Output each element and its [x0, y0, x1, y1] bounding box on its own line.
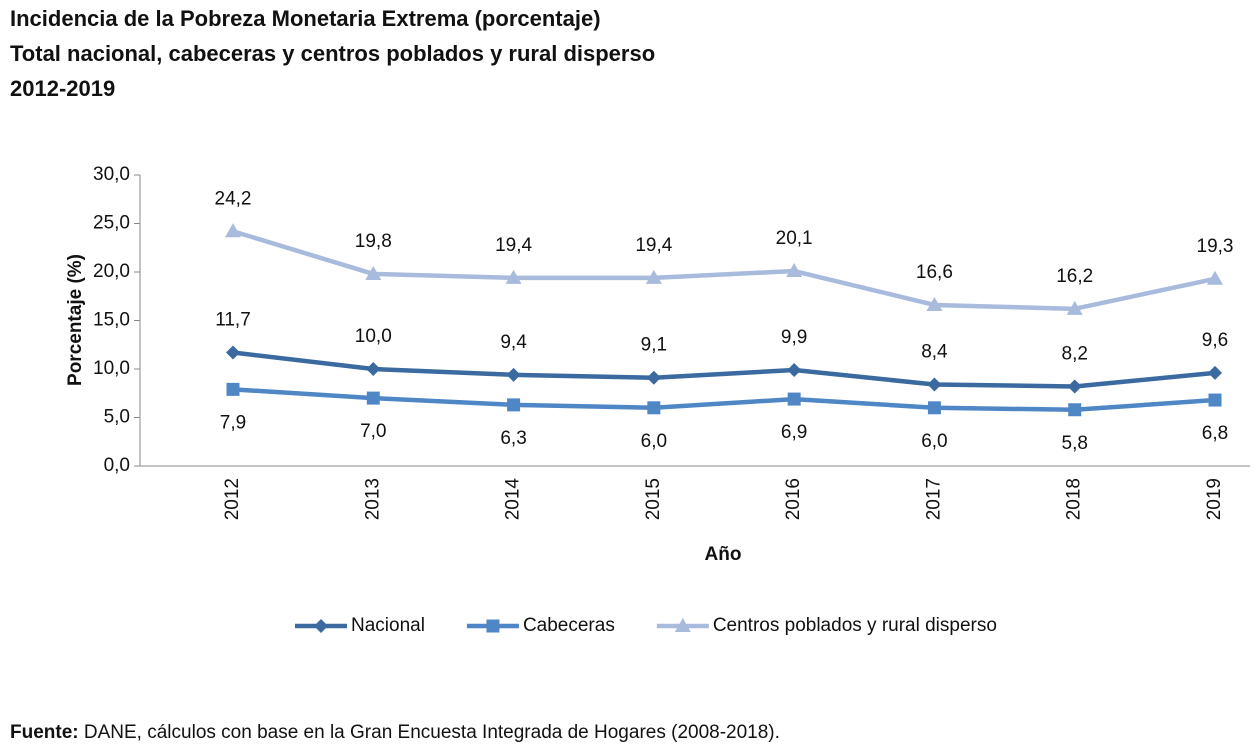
point	[225, 223, 241, 238]
data-label: 7,0	[360, 421, 386, 442]
x-tick-label: 2014	[503, 478, 524, 521]
data-label: 19,3	[1197, 236, 1234, 257]
point	[226, 382, 240, 396]
point	[645, 269, 662, 284]
line	[232, 350, 1216, 389]
data-label: 9,4	[500, 332, 527, 353]
data-label: 16,6	[916, 262, 953, 283]
point	[674, 618, 691, 632]
chart-title: Incidencia de la Pobreza Monetaria Extre…	[10, 6, 601, 31]
x-tick-label: 2013	[362, 478, 383, 520]
y-tick-label: 30,0	[93, 164, 130, 185]
x-axis-label: Año	[705, 544, 742, 565]
data-label: 6,3	[500, 428, 526, 449]
point	[314, 619, 328, 633]
data-label: 19,4	[495, 235, 532, 256]
data-label: 19,4	[635, 235, 672, 256]
x-tick-label: 2018	[1064, 478, 1085, 520]
x-tick-label: 2019	[1204, 478, 1225, 520]
y-tick-label: 5,0	[104, 407, 130, 428]
data-label: 20,1	[776, 228, 813, 249]
legend-label: Cabeceras	[523, 615, 615, 636]
point	[927, 377, 942, 392]
point	[1208, 393, 1222, 407]
point	[1068, 403, 1082, 417]
chart-title: 2012-2019	[10, 76, 115, 101]
data-label: 9,1	[641, 335, 667, 356]
y-tick-label: 20,0	[93, 261, 130, 282]
data-label: 8,4	[921, 342, 948, 363]
legend-label: Centros poblados y rural disperso	[713, 615, 997, 636]
point	[226, 345, 240, 360]
data-label: 6,9	[781, 422, 807, 443]
data-label: 16,2	[1056, 266, 1093, 287]
point	[1067, 379, 1082, 394]
point	[366, 362, 381, 376]
legend-label: Nacional	[351, 615, 425, 636]
point	[1207, 270, 1223, 285]
point	[926, 296, 943, 311]
y-tick-label: 10,0	[93, 358, 130, 379]
point	[787, 362, 802, 377]
y-tick-label: 0,0	[104, 455, 130, 476]
point	[646, 370, 661, 385]
point	[505, 269, 522, 284]
y-axis-label: Porcentaje (%)	[65, 254, 86, 386]
data-label: 9,6	[1202, 330, 1228, 351]
data-label: 6,0	[641, 431, 667, 452]
source-text: DANE, cálculos con base en la Gran Encue…	[84, 722, 780, 743]
data-label: 10,0	[355, 326, 392, 347]
point	[366, 391, 380, 405]
data-label: 6,0	[921, 431, 947, 452]
point	[1208, 365, 1222, 380]
data-label: 24,2	[215, 188, 252, 209]
x-tick-label: 2017	[923, 478, 944, 520]
y-tick-label: 15,0	[93, 310, 130, 331]
data-label: 6,8	[1202, 423, 1228, 444]
data-label: 19,8	[355, 231, 392, 252]
point	[365, 265, 382, 280]
data-label: 9,9	[781, 327, 807, 348]
x-tick-label: 2015	[643, 478, 664, 520]
x-tick-label: 2016	[783, 478, 804, 520]
point	[1066, 300, 1083, 315]
source: Fuente: DANE, cálculos con base en la Gr…	[10, 722, 780, 743]
data-label: 11,7	[215, 310, 251, 331]
source-label: Fuente:	[10, 722, 79, 743]
line	[232, 387, 1216, 412]
line	[232, 229, 1216, 312]
chart-title: Total nacional, cabeceras y centros pobl…	[10, 41, 655, 66]
x-tick-label: 2012	[222, 478, 243, 520]
y-tick-label: 25,0	[93, 213, 130, 234]
point	[786, 263, 803, 278]
point	[647, 401, 661, 415]
point	[507, 398, 521, 412]
data-label: 5,8	[1062, 433, 1088, 454]
point	[506, 367, 521, 382]
point	[787, 392, 801, 406]
point	[486, 619, 500, 633]
data-label: 7,9	[220, 412, 246, 433]
data-label: 8,2	[1062, 343, 1088, 364]
point	[927, 401, 941, 415]
